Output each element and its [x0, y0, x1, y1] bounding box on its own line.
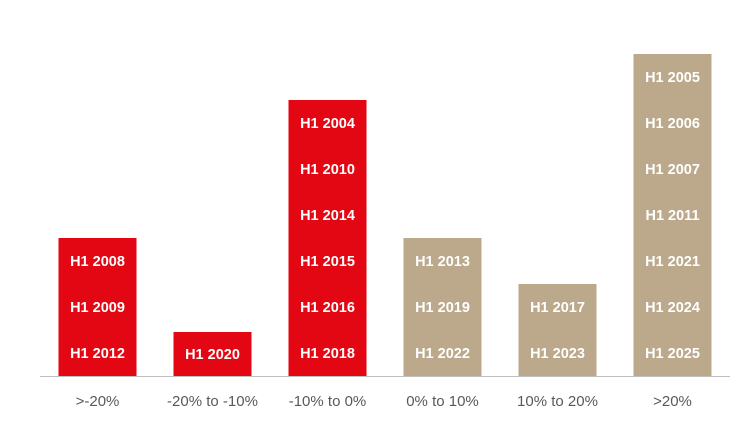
bar-data-label: H1 2021 — [645, 254, 700, 270]
bar — [288, 100, 367, 376]
bar-data-label: H1 2010 — [300, 162, 355, 178]
x-tick-label: -10% to 0% — [289, 393, 367, 410]
x-tick-label: -20% to -10% — [167, 393, 258, 410]
bar-data-label: H1 2008 — [70, 254, 125, 270]
bar-data-label: H1 2024 — [645, 300, 700, 316]
x-tick-label: 0% to 10% — [406, 393, 479, 410]
bar-data-label: H1 2023 — [530, 346, 585, 362]
bar-data-label: H1 2015 — [300, 254, 355, 270]
bar-data-label: H1 2019 — [415, 300, 470, 316]
bar-group: H1 2004 H1 2010 H1 2014 H1 2015 H1 2016 H1 20… — [288, 100, 367, 376]
bar-data-label: H1 2013 — [415, 254, 470, 270]
x-tick-label: >20% — [653, 393, 692, 410]
bar-data-label: H1 2004 — [300, 116, 355, 132]
bar-data-label: H1 2007 — [645, 162, 700, 178]
bar-data-label: H1 2025 — [645, 346, 700, 362]
bar-data-label: H1 2014 — [300, 208, 355, 224]
bar-group: H1 2017 H1 2023 — [518, 284, 597, 376]
x-tick-label: 10% to 20% — [517, 393, 598, 410]
bar — [518, 284, 597, 376]
bar-data-label: H1 2016 — [300, 300, 355, 316]
bar-data-label: H1 2017 — [530, 300, 585, 316]
x-tick-label: >-20% — [76, 393, 120, 410]
bar — [403, 238, 482, 376]
bar-group: H1 2020 — [173, 332, 252, 376]
bar-data-label: H1 2012 — [70, 346, 125, 362]
bar-data-label: H1 2018 — [300, 346, 355, 362]
bar-data-label: H1 2006 — [645, 116, 700, 132]
bar-group: H1 2008 H1 2009 H1 2012 — [58, 238, 137, 376]
bar-data-label: H1 2022 — [415, 346, 470, 362]
bar-data-label: H1 2005 — [645, 70, 700, 86]
bar — [633, 54, 712, 376]
bar-group: H1 2005 H1 2006 H1 2007 H1 2011 H1 2021 H1 20… — [633, 54, 712, 376]
bar-data-label: H1 2009 — [70, 300, 125, 316]
bar-data-label: H1 2020 — [185, 347, 240, 363]
bar-data-label: H1 2011 — [645, 208, 699, 224]
bar — [173, 332, 252, 376]
bar-group: H1 2013 H1 2019 H1 2022 — [403, 238, 482, 376]
bar — [58, 238, 137, 376]
